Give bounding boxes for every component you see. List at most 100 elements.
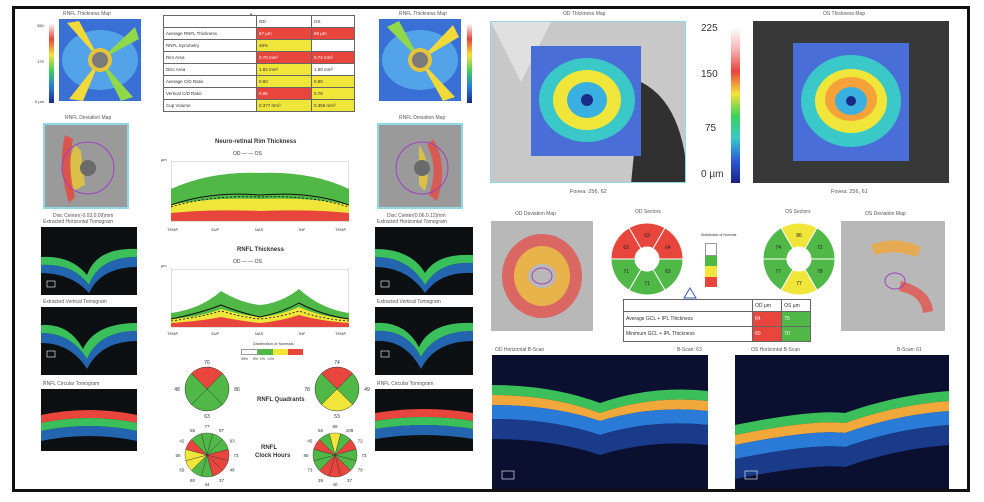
rnfl-chart-title: RNFL Thickness bbox=[237, 247, 284, 253]
os-bscan-label: B-Scan: 61 bbox=[897, 347, 922, 353]
os-horizontal-bscan bbox=[735, 355, 949, 489]
clock-value: 59 bbox=[179, 468, 185, 473]
rnfl-clockhours-title-a: RNFL bbox=[261, 445, 277, 451]
os-vertical-tomogram-title: Extracted Vertical Tomogram bbox=[377, 299, 441, 305]
clock-value: 56 bbox=[318, 428, 324, 433]
od-macula-thickness-map-title: OD Thickness Map bbox=[563, 11, 606, 17]
nrr-axis-temp-end: TEMP bbox=[335, 227, 347, 232]
gcl-parameters-table: OD µm OS µm Average GCL + IPL Thickness 64… bbox=[623, 299, 811, 342]
os-color-scale-bar bbox=[467, 23, 472, 103]
os-fovea-caption: Fovea: 256, 61 bbox=[831, 189, 868, 195]
os-gcl-deviation-map-title: OS Deviation Map bbox=[865, 211, 906, 217]
clock-value: 40 bbox=[332, 482, 338, 487]
nrr-unit: µm bbox=[161, 157, 167, 162]
od-rnfl-deviation-map-title: RNFL Deviation Map bbox=[65, 115, 112, 121]
od-gcl-sectors: 63 64 63 71 71 62 bbox=[610, 222, 684, 296]
gcl-sector-label: 77 bbox=[796, 281, 802, 287]
od-color-scale-bar bbox=[49, 23, 54, 103]
report-frame: RNFL Thickness Map 350 175 0 µm RNFL Dev… bbox=[12, 6, 970, 492]
quadrant-right bbox=[336, 373, 360, 405]
quadrant-value-right: 86 bbox=[234, 387, 240, 393]
os-circular-tomogram bbox=[375, 389, 473, 451]
od-gcl-deviation-map-title: OD Deviation Map bbox=[515, 211, 556, 217]
rnfl-chart bbox=[171, 269, 349, 328]
rnfl-axis-temp-end: TEMP bbox=[335, 331, 347, 336]
clock-value: 73 bbox=[233, 453, 239, 458]
quadrant-top bbox=[191, 366, 223, 390]
od-vertical-tomogram bbox=[41, 307, 137, 375]
gcl-sector-label: 71 bbox=[644, 281, 650, 287]
quadrant-value-left: 48 bbox=[174, 387, 180, 393]
os-rnfl-quadrants: 74 53 78 49 bbox=[304, 360, 370, 420]
od-disc-center-caption: Disc Center(-0.03,0.09)mm bbox=[53, 213, 114, 219]
rnfl-quadrants-title: RNFL Quadrants bbox=[257, 397, 305, 403]
clock-value: 72 bbox=[358, 439, 364, 444]
os-rnfl-thickness-map bbox=[379, 19, 461, 101]
nrr-axis-sup: SUP bbox=[211, 227, 220, 232]
distribution-legend-labels: 95% 5% 1% <1% bbox=[241, 357, 275, 361]
clock-value: 77 bbox=[204, 424, 210, 429]
os-macula-thickness-map-title: OS Thickness Map bbox=[823, 11, 866, 17]
od-vertical-tomogram-title: Extracted Vertical Tomogram bbox=[43, 299, 107, 305]
od-fovea-caption: Fovea: 256, 62 bbox=[570, 189, 607, 195]
gcl-sector-label: 78 bbox=[817, 269, 823, 275]
nrr-axis-inf: INF bbox=[299, 227, 306, 232]
clock-value: 37 bbox=[347, 478, 353, 483]
od-horizontal-tomogram bbox=[41, 227, 137, 295]
clock-value: 80 bbox=[190, 478, 196, 483]
nrr-axis-nas: NAS bbox=[255, 227, 264, 232]
quadrant-bottom bbox=[191, 388, 223, 412]
rnfl-legend: OD — — OS bbox=[233, 259, 262, 265]
quadrant-value-right: 49 bbox=[364, 387, 370, 393]
clock-value: 37 bbox=[219, 478, 225, 483]
quadrant-right bbox=[206, 373, 230, 405]
quadrant-value-top: 76 bbox=[204, 360, 210, 366]
gcl-sector-label: 63 bbox=[665, 269, 671, 275]
os-sectors-title: OS Sectors bbox=[785, 209, 811, 215]
os-rnfl-deviation-map-title: RNFL Deviation Map bbox=[399, 115, 446, 121]
clock-value: 65 bbox=[190, 428, 196, 433]
macula-legend-title: Distribution of Normals bbox=[701, 233, 737, 237]
os-gcl-sectors: 86 72 78 77 77 74 bbox=[762, 222, 836, 296]
rnfl-clockhours-title-b: Clock Hours bbox=[255, 453, 291, 459]
gcl-sector bbox=[762, 227, 794, 260]
os-horizontal-tomogram-title: Extracted Horizontal Tomogram bbox=[377, 219, 447, 225]
os-horizontal-bscan-title: OS Horizontal B-Scan bbox=[751, 347, 800, 353]
od-rnfl-thickness-map bbox=[59, 19, 141, 101]
os-gcl-deviation-map bbox=[841, 221, 945, 331]
clock-sector bbox=[191, 433, 208, 456]
clock-value: 39 bbox=[318, 478, 324, 483]
gcl-sector-label: 86 bbox=[796, 233, 802, 239]
distribution-legend-title: Distribution of Normals bbox=[253, 341, 294, 346]
table-head-od: OD bbox=[256, 15, 312, 28]
quadrant-left bbox=[314, 373, 338, 405]
os-rnfl-clock-hours: 68 109 72 73 79 37 40 39 73 85 45 56 bbox=[303, 424, 367, 487]
nrr-axis-temp: TEMP bbox=[167, 227, 179, 232]
gcl-sector-label: 77 bbox=[775, 269, 781, 275]
od-circular-tomogram-title: RNFL Circular Tomogram bbox=[43, 381, 100, 387]
quadrant-bottom bbox=[321, 388, 353, 412]
rnfl-scale-max: 350 bbox=[37, 23, 44, 28]
clock-sector bbox=[319, 433, 336, 456]
quadrant-value-bottom: 63 bbox=[204, 414, 210, 420]
clock-value: 68 bbox=[332, 424, 338, 429]
quadrant-top bbox=[321, 366, 353, 390]
clock-value: 73 bbox=[361, 453, 367, 458]
clock-value: 79 bbox=[358, 468, 364, 473]
od-bscan-label: B-Scan: 63 bbox=[677, 347, 702, 353]
od-rnfl-quadrants: 76 63 48 86 bbox=[174, 360, 240, 420]
os-rnfl-deviation-map bbox=[377, 123, 463, 209]
od-rnfl-deviation-map bbox=[43, 123, 129, 209]
od-horizontal-tomogram-title: Extracted Horizontal Tomogram bbox=[43, 219, 113, 225]
od-rnfl-clock-hours: 77 97 93 73 48 37 44 80 59 56 42 65 bbox=[175, 424, 239, 487]
rnfl-parameters-table: OD OS Average RNFL Thickness 67 µm 65 µm RN… bbox=[163, 15, 355, 112]
rnfl-axis-inf: INF bbox=[299, 331, 306, 336]
rnfl-axis-temp: TEMP bbox=[167, 331, 179, 336]
os-vertical-tomogram bbox=[375, 307, 473, 375]
os-macula-thickness-map bbox=[753, 21, 949, 183]
clock-value: 44 bbox=[204, 482, 210, 487]
od-gcl-deviation-map bbox=[491, 221, 593, 331]
nrr-chart bbox=[171, 161, 349, 222]
clock-value: 85 bbox=[303, 453, 309, 458]
os-horizontal-tomogram bbox=[375, 227, 473, 295]
